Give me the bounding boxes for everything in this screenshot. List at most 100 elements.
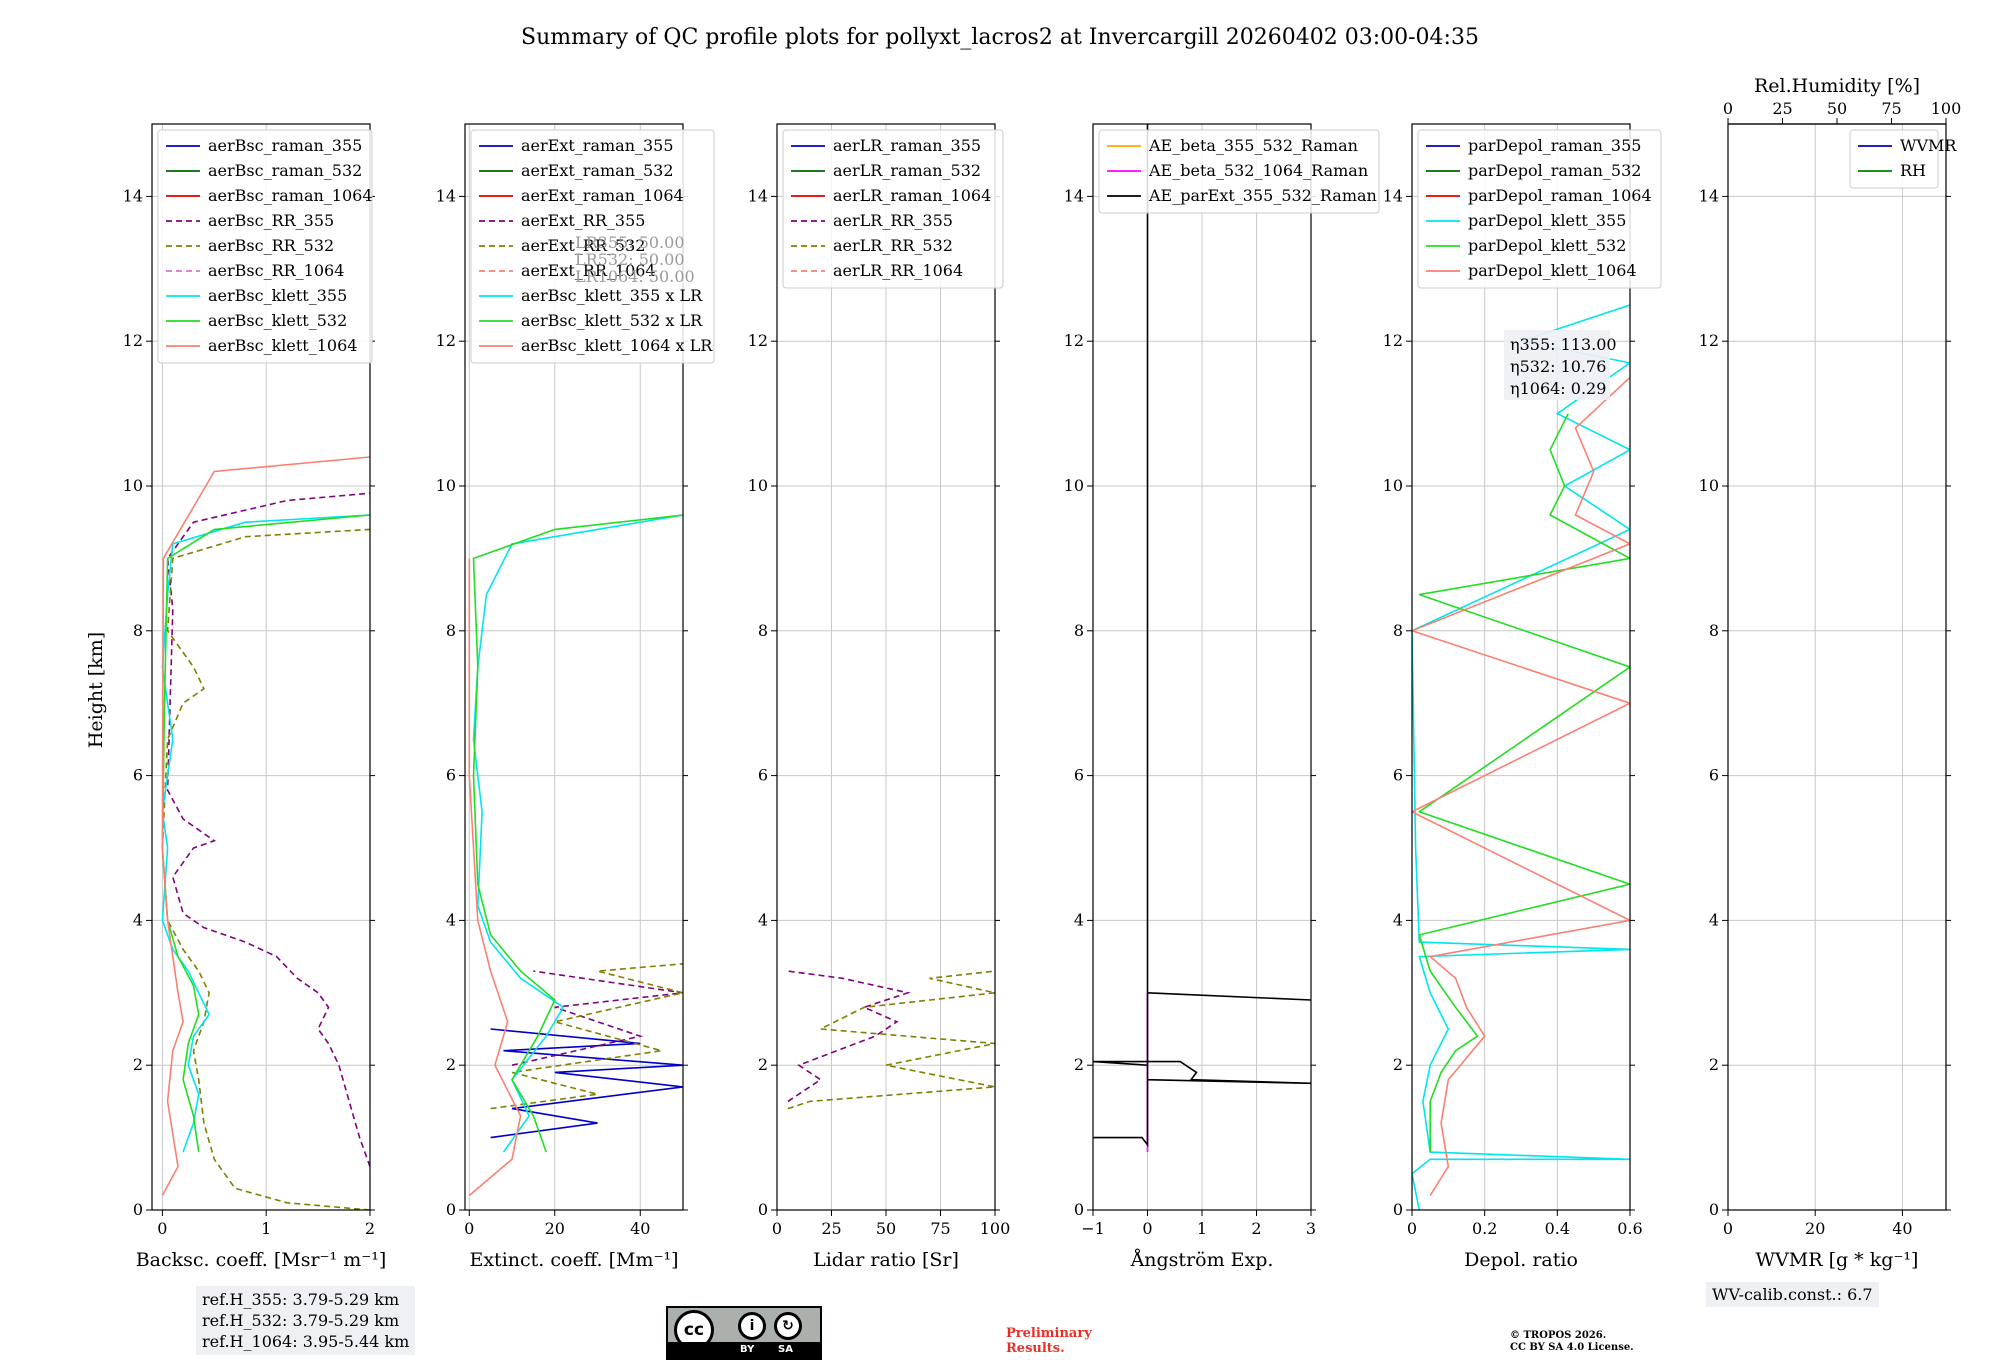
copyright-line-1: © TROPOS 2026. — [1510, 1330, 1607, 1341]
y-tick-label: 14 — [436, 186, 456, 205]
y-tick-label: 0 — [446, 1200, 456, 1219]
series-line-aerLR_RR_532 — [787, 970, 995, 1110]
legend-entry: aerLR_raman_1064 — [833, 186, 991, 205]
legend-entry: parDepol_klett_1064 — [1468, 261, 1637, 280]
panel-wvmr: 0 20 40 0 2 4 6 8 10 12 14 WVMR [g * kg⁻¹] 0 25 50 75 10… — [1699, 75, 1962, 1271]
y-tick-label: 2 — [1393, 1055, 1403, 1074]
y-tick-label: 8 — [758, 621, 768, 640]
legend-box — [1098, 129, 1380, 214]
x-tick-label: 2 — [1251, 1219, 1261, 1238]
x-axis-label: Depol. ratio — [1464, 1249, 1578, 1271]
legend-entry: aerExt_raman_532 — [521, 161, 674, 180]
y-tick-label: 4 — [1709, 910, 1719, 929]
series-line-aerBsc_klett_532 x LR — [472, 514, 683, 1153]
figure-title: Summary of QC profile plots for pollyxt_… — [521, 25, 1479, 50]
legend-entry: aerBsc_RR_532 — [208, 236, 334, 255]
x-tick-label: 0 — [772, 1219, 782, 1238]
preliminary-results-note: Preliminary Results. — [1006, 1326, 1092, 1356]
y-tick-label: 10 — [1383, 476, 1403, 495]
x-tick-label: 0.4 — [1545, 1219, 1570, 1238]
legend-entry: parDepol_raman_1064 — [1468, 186, 1652, 205]
plot-frame — [1411, 123, 1631, 1211]
x-tick-label: 20 — [1805, 1219, 1825, 1238]
x-tick-label: 0 — [1723, 1219, 1733, 1238]
y-axis-label: Height [km] — [85, 632, 107, 748]
series-line-aerLR_RR_355 — [787, 970, 911, 1103]
x-axis-label: Ångström Exp. — [1130, 1249, 1274, 1271]
lidar-ratio-setting: LR532: 50.00 — [575, 250, 685, 269]
legend: aerExt_raman_355 aerExt_raman_532 aerExt_r… — [470, 129, 715, 364]
x-tick-label: 50 — [876, 1219, 896, 1238]
lidar-ratio-setting: LR1064: 50.00 — [575, 267, 695, 286]
panel-depol: 0 0.2 0.4 0.6 0 2 4 6 8 10 12 14 Depol. ratio parDepo… — [1383, 123, 1662, 1271]
cc-license-badge: cc i ↻ BY SA — [666, 1306, 822, 1360]
series-group — [1093, 124, 1311, 1153]
legend: aerBsc_raman_355 aerBsc_raman_532 aerBsc_r… — [157, 129, 373, 364]
y-tick-label: 4 — [446, 910, 456, 929]
legend-entry: parDepol_klett_355 — [1468, 211, 1626, 230]
y-tick-label: 2 — [1074, 1055, 1084, 1074]
legend-entry: aerBsc_klett_1064 x LR — [521, 336, 713, 355]
x-tick-label: 25 — [821, 1219, 841, 1238]
y-tick-label: 0 — [1709, 1200, 1719, 1219]
top-tick-label: 0 — [1723, 99, 1733, 118]
x-tick-label: 0 — [1142, 1219, 1152, 1238]
x-tick-label: 100 — [980, 1219, 1011, 1238]
legend-box — [470, 129, 715, 364]
legend-entry: aerBsc_klett_355 — [208, 286, 347, 305]
top-tick-label: 100 — [1931, 99, 1962, 118]
y-tick-label: 6 — [446, 766, 456, 785]
series-group — [161, 456, 370, 1210]
legend-entry: aerBsc_klett_355 x LR — [521, 286, 703, 305]
legend-entry: aerBsc_raman_532 — [208, 161, 362, 180]
series-line-aerBsc_klett_1064 — [161, 456, 370, 1196]
top-tick-label: 75 — [1881, 99, 1901, 118]
cc-by-label: BY — [740, 1344, 755, 1355]
y-tick-label: 10 — [1064, 476, 1084, 495]
legend-entry: aerExt_RR_355 — [521, 211, 645, 230]
series-group — [787, 970, 995, 1110]
legend-entry: parDepol_raman_532 — [1468, 161, 1641, 180]
y-tick-label: 12 — [436, 331, 456, 350]
series-group — [1412, 304, 1630, 1210]
y-tick-label: 8 — [133, 621, 143, 640]
y-tick-label: 8 — [446, 621, 456, 640]
y-tick-label: 12 — [1064, 331, 1084, 350]
legend-entry: aerBsc_klett_1064 — [208, 336, 357, 355]
y-tick-label: 14 — [1064, 186, 1084, 205]
x-tick-label: 1 — [261, 1219, 271, 1238]
series-line-parDepol_klett_532 — [1417, 413, 1630, 1153]
reference-height-box: ref.H_355: 3.79-5.29 km ref.H_532: 3.79-… — [196, 1286, 416, 1355]
y-tick-label: 4 — [1393, 910, 1403, 929]
y-tick-label: 10 — [123, 476, 143, 495]
preliminary-line-1: Preliminary — [1006, 1326, 1092, 1341]
x-tick-label: 0.6 — [1617, 1219, 1642, 1238]
x-axis-label: Lidar ratio [Sr] — [813, 1249, 959, 1271]
panel-extinction: 0 20 40 0 2 4 6 8 10 12 14 Extinct. coeff. [Mm⁻¹] ae… — [436, 123, 715, 1271]
x-axis-label: WVMR [g * kg⁻¹] — [1756, 1249, 1919, 1271]
legend-entry: AE_beta_532_1064_Raman — [1148, 161, 1368, 180]
x-tick-label: 3 — [1306, 1219, 1316, 1238]
y-tick-label: 6 — [1393, 766, 1403, 785]
legend-entry: aerLR_RR_1064 — [833, 261, 963, 280]
y-tick-label: 4 — [1074, 910, 1084, 929]
x-tick-label: 0.2 — [1472, 1219, 1497, 1238]
attribution-icon: i — [738, 1312, 766, 1340]
series-line-parDepol_klett_355 — [1412, 304, 1630, 1210]
y-tick-label: 14 — [1383, 186, 1403, 205]
x-tick-label: 40 — [1892, 1219, 1912, 1238]
series-line-AE_parExt_355_532_Raman — [1093, 124, 1311, 1148]
legend-entry: aerBsc_raman_1064 — [208, 186, 373, 205]
legend-entry: aerBsc_RR_355 — [208, 211, 334, 230]
ref-height-1064: ref.H_1064: 3.95-5.44 km — [202, 1332, 410, 1351]
legend: AE_beta_355_532_Raman AE_beta_532_1064_Ra… — [1098, 129, 1380, 214]
ref-height-532: ref.H_532: 3.79-5.29 km — [202, 1311, 400, 1330]
y-tick-label: 6 — [1709, 766, 1719, 785]
series-line-aerExt_RR_355 — [511, 970, 683, 1066]
share-alike-icon: ↻ — [774, 1312, 802, 1340]
series-line-aerBsc_klett_355 x LR — [472, 514, 683, 1153]
y-tick-label: 4 — [758, 910, 768, 929]
